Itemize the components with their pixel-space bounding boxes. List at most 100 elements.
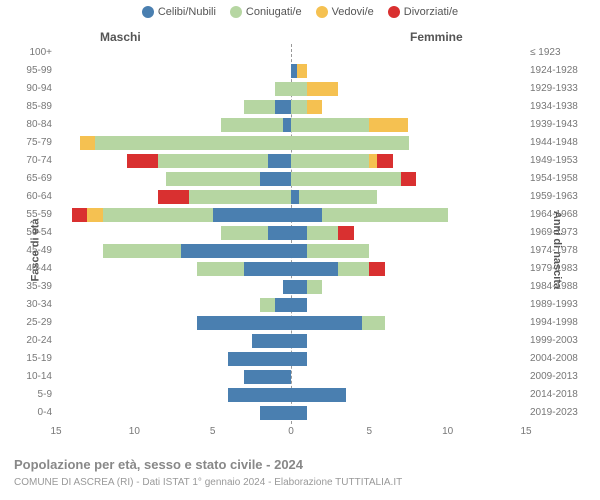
age-label: 45-49 (18, 242, 52, 260)
bar-area (56, 208, 526, 222)
plot-area: 100+≤ 192395-991924-192890-941929-193385… (56, 44, 526, 424)
birth-year-label: 1924-1928 (530, 62, 594, 80)
bar-area (56, 262, 526, 276)
bar-segment-male (103, 208, 213, 222)
bar-segment-male (275, 82, 291, 96)
age-row: 5-92014-2018 (56, 386, 526, 404)
bar-segment-female (377, 154, 393, 168)
bar-segment-male (283, 118, 291, 132)
bar-area (56, 82, 526, 96)
bar-segment-male (166, 172, 260, 186)
bar-segment-female (291, 352, 307, 366)
bar-segment-female (291, 262, 338, 276)
bar-segment-male (275, 298, 291, 312)
bar-segment-female (307, 244, 370, 258)
bar-area (56, 46, 526, 60)
birth-year-label: 1994-1998 (530, 314, 594, 332)
bar-area (56, 370, 526, 384)
age-row: 65-691954-1958 (56, 170, 526, 188)
age-label: 30-34 (18, 296, 52, 314)
x-tick: 0 (288, 426, 294, 437)
legend-item: Coniugati/e (230, 6, 302, 18)
legend: Celibi/NubiliConiugati/eVedovi/eDivorzia… (0, 6, 600, 18)
age-row: 30-341989-1993 (56, 296, 526, 314)
age-row: 75-791944-1948 (56, 134, 526, 152)
bar-segment-male (268, 154, 292, 168)
age-row: 70-741949-1953 (56, 152, 526, 170)
age-row: 45-491974-1978 (56, 242, 526, 260)
age-label: 85-89 (18, 98, 52, 116)
legend-item: Vedovi/e (316, 6, 374, 18)
bar-segment-male (252, 334, 291, 348)
bar-segment-female (291, 316, 362, 330)
birth-year-label: 1984-1988 (530, 278, 594, 296)
bar-segment-female (338, 262, 369, 276)
age-row: 40-441979-1983 (56, 260, 526, 278)
bar-segment-female (299, 190, 377, 204)
bar-area (56, 316, 526, 330)
birth-year-label: 1944-1948 (530, 134, 594, 152)
x-tick: 10 (442, 426, 453, 437)
female-label: Femmine (410, 30, 463, 44)
bar-segment-male (221, 118, 284, 132)
bar-segment-female (362, 316, 386, 330)
age-row: 55-591964-1968 (56, 206, 526, 224)
bar-area (56, 100, 526, 114)
birth-year-label: 2004-2008 (530, 350, 594, 368)
bar-segment-male (95, 136, 291, 150)
birth-year-label: 1934-1938 (530, 98, 594, 116)
age-row: 80-841939-1943 (56, 116, 526, 134)
bar-segment-female (291, 154, 369, 168)
bar-segment-male (244, 262, 291, 276)
birth-year-label: 1929-1933 (530, 80, 594, 98)
bar-area (56, 154, 526, 168)
age-label: 5-9 (18, 386, 52, 404)
x-tick: 15 (520, 426, 531, 437)
bar-segment-female (297, 64, 306, 78)
bar-area (56, 406, 526, 420)
birth-year-label: 1969-1973 (530, 224, 594, 242)
bar-segment-male (228, 352, 291, 366)
age-row: 60-641959-1963 (56, 188, 526, 206)
bar-area (56, 280, 526, 294)
bar-segment-female (369, 262, 385, 276)
bar-area (56, 244, 526, 258)
bar-segment-female (291, 82, 307, 96)
bar-segment-male (103, 244, 181, 258)
bar-segment-male (283, 280, 291, 294)
bar-segment-male (244, 370, 291, 384)
bar-area (56, 64, 526, 78)
bar-segment-female (369, 154, 377, 168)
age-label: 20-24 (18, 332, 52, 350)
age-row: 100+≤ 1923 (56, 44, 526, 62)
bar-segment-female (307, 226, 338, 240)
bar-segment-female (338, 226, 354, 240)
age-label: 35-39 (18, 278, 52, 296)
bar-segment-female (291, 100, 307, 114)
birth-year-label: ≤ 1923 (530, 44, 594, 62)
bar-segment-male (197, 316, 291, 330)
bar-area (56, 118, 526, 132)
age-row: 95-991924-1928 (56, 62, 526, 80)
bar-segment-female (401, 172, 417, 186)
bar-segment-male (260, 406, 291, 420)
birth-year-label: 1979-1983 (530, 260, 594, 278)
bar-segment-male (221, 226, 268, 240)
age-label: 95-99 (18, 62, 52, 80)
bar-segment-female (307, 280, 323, 294)
age-row: 10-142009-2013 (56, 368, 526, 386)
birth-year-label: 1954-1958 (530, 170, 594, 188)
age-label: 50-54 (18, 224, 52, 242)
bar-segment-male (260, 172, 291, 186)
bar-segment-male (127, 154, 158, 168)
legend-swatch (230, 6, 242, 18)
bar-segment-male (181, 244, 291, 258)
birth-year-label: 1974-1978 (530, 242, 594, 260)
bar-segment-female (291, 388, 346, 402)
legend-label: Vedovi/e (332, 6, 374, 18)
legend-item: Divorziati/e (388, 6, 458, 18)
age-row: 50-541969-1973 (56, 224, 526, 242)
birth-year-label: 1964-1968 (530, 206, 594, 224)
age-label: 100+ (18, 44, 52, 62)
bar-segment-male (158, 190, 189, 204)
